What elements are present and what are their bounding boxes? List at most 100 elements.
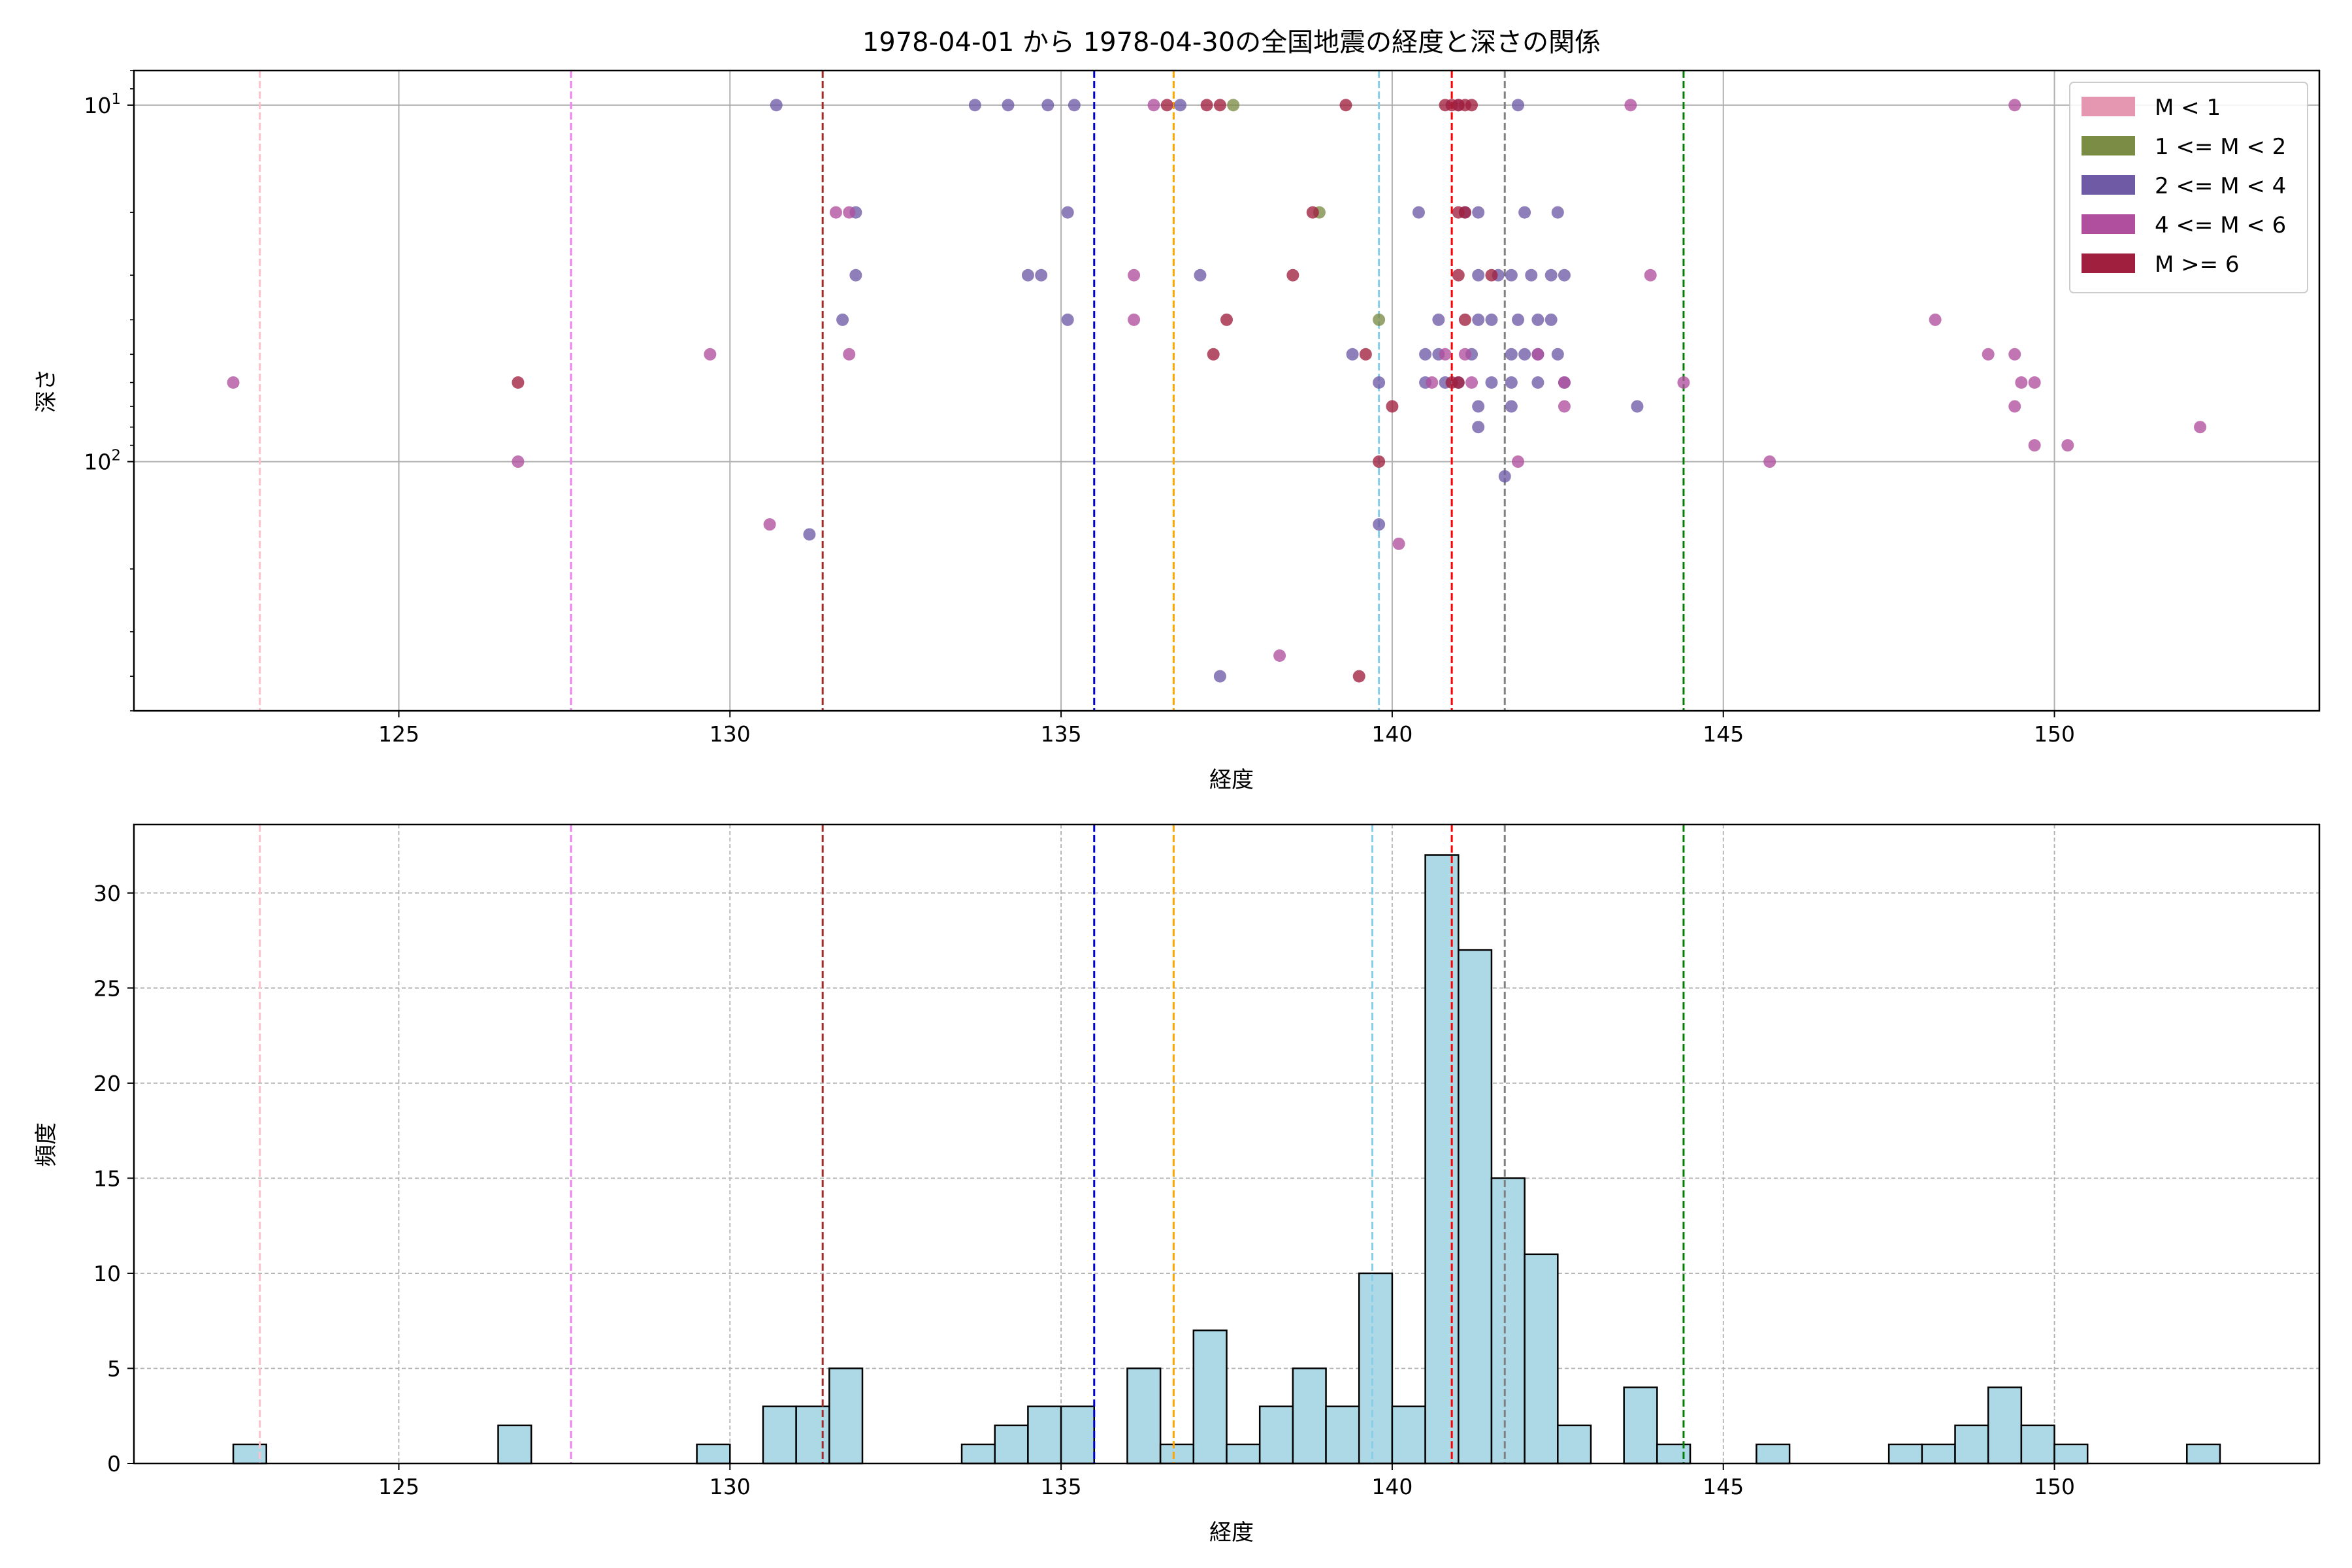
- scatter-x-axis-label: 経度: [1209, 767, 1254, 793]
- scatter-point: [704, 348, 717, 361]
- legend-box: [2069, 82, 2308, 293]
- scatter-point: [1498, 470, 1511, 483]
- legend-swatch: [2082, 136, 2135, 155]
- histogram-bar: [1060, 1405, 1096, 1465]
- scatter-point: [770, 99, 783, 112]
- histogram-bar: [1325, 1405, 1360, 1465]
- scatter-point: [1624, 99, 1637, 112]
- histogram-bar: [960, 1443, 996, 1465]
- scatter-point: [1061, 313, 1074, 326]
- scatter-point: [2028, 376, 2041, 389]
- histogram-bar: [1954, 1424, 1989, 1465]
- legend-swatch: [2082, 253, 2135, 273]
- histogram-bar: [1126, 1367, 1162, 1465]
- histogram-x-tick-label: 125: [378, 1474, 419, 1499]
- histogram-y-tick-label: 20: [93, 1071, 121, 1096]
- histogram-bar: [1921, 1443, 1956, 1465]
- scatter-point: [1531, 313, 1544, 326]
- histogram-x-tick-label: 145: [1703, 1474, 1744, 1499]
- scatter-point: [1386, 400, 1399, 413]
- scatter-point: [1147, 99, 1160, 112]
- scatter-point: [1544, 269, 1558, 282]
- scatter-point: [1273, 649, 1286, 662]
- histogram-y-tick-label: 30: [93, 881, 121, 906]
- scatter-point: [1346, 348, 1359, 361]
- scatter-point: [843, 206, 856, 219]
- scatter-point: [1485, 313, 1498, 326]
- histogram-bar: [1656, 1443, 1691, 1465]
- legend-label: 1 <= M < 2: [2155, 134, 2286, 160]
- scatter-point: [1631, 400, 1644, 413]
- legend-swatch: [2082, 97, 2135, 116]
- scatter-point: [1207, 348, 1220, 361]
- histogram-bar: [1027, 1405, 1062, 1465]
- scatter-x-tick-label: 130: [710, 721, 751, 747]
- histogram-bar: [1292, 1367, 1327, 1465]
- scatter-x-tick-label: 145: [1703, 721, 1744, 747]
- scatter-point: [1419, 348, 1432, 361]
- histogram-x-axis-label: 経度: [1209, 1520, 1254, 1546]
- scatter-point: [2061, 439, 2074, 452]
- scatter-point: [1485, 269, 1498, 282]
- scatter-point: [512, 376, 525, 389]
- scatter-point: [968, 99, 981, 112]
- scatter-point: [1465, 376, 1478, 389]
- scatter-x-tick-label: 135: [1041, 721, 1082, 747]
- scatter-reference-lines: [259, 71, 1685, 711]
- scatter-point: [1035, 269, 1048, 282]
- scatter-point: [1518, 206, 1531, 219]
- scatter-point: [512, 455, 525, 468]
- scatter-point: [836, 313, 849, 326]
- scatter-point: [2194, 421, 2207, 434]
- scatter-point: [1227, 99, 1240, 112]
- scatter-point: [1426, 376, 1439, 389]
- scatter-point: [1174, 99, 1187, 112]
- histogram-x-tick-label: 150: [2034, 1474, 2075, 1499]
- scatter-point: [1505, 348, 1518, 361]
- scatter-grid: [134, 71, 2319, 711]
- scatter-y-tick-label: 102: [84, 448, 121, 475]
- scatter-point: [2028, 439, 2041, 452]
- scatter-point: [1306, 206, 1319, 219]
- histogram-y-axis-label: 頻度: [33, 1122, 59, 1167]
- scatter-point: [829, 206, 842, 219]
- scatter-point: [1472, 421, 1485, 434]
- histogram-bar: [1159, 1443, 1195, 1465]
- scatter-ticks: 125 130 135 140 145 150 101 102: [84, 70, 2075, 747]
- scatter-point: [1551, 348, 1564, 361]
- histogram-bar: [1424, 854, 1460, 1465]
- histogram-y-tick-label: 10: [93, 1261, 121, 1286]
- histogram-bar: [1490, 1177, 1526, 1465]
- scatter-point: [1339, 99, 1352, 112]
- scatter-point: [1512, 455, 1524, 468]
- scatter-point: [1472, 269, 1485, 282]
- scatter-x-tick-label: 125: [378, 721, 419, 747]
- histogram-bar: [1358, 1272, 1394, 1465]
- scatter-point: [1213, 670, 1226, 683]
- scatter-point: [1452, 269, 1465, 282]
- scatter-point: [1677, 376, 1690, 389]
- scatter-point: [1160, 99, 1173, 112]
- scatter-point: [1929, 313, 1942, 326]
- scatter-point: [1200, 99, 1213, 112]
- scatter-point: [1531, 376, 1544, 389]
- histogram-bar: [1258, 1405, 1294, 1465]
- histogram-bar: [497, 1424, 532, 1465]
- histogram-bar: [696, 1443, 731, 1465]
- legend-label: M < 1: [2155, 95, 2221, 121]
- scatter-point: [1505, 269, 1518, 282]
- scatter-point: [1432, 313, 1445, 326]
- scatter-point: [1518, 348, 1531, 361]
- scatter-x-tick-label: 150: [2034, 721, 2075, 747]
- scatter-point: [1213, 99, 1226, 112]
- scatter-point: [1558, 400, 1571, 413]
- scatter-point: [1359, 348, 1372, 361]
- scatter-x-tick-label: 140: [1371, 721, 1413, 747]
- histogram-bars: [232, 854, 2221, 1465]
- scatter-point: [1373, 313, 1386, 326]
- histogram-axes-frame: [133, 823, 2321, 1465]
- scatter-point: [1439, 348, 1452, 361]
- scatter-point: [1525, 269, 1538, 282]
- histogram-bar: [2186, 1443, 2221, 1465]
